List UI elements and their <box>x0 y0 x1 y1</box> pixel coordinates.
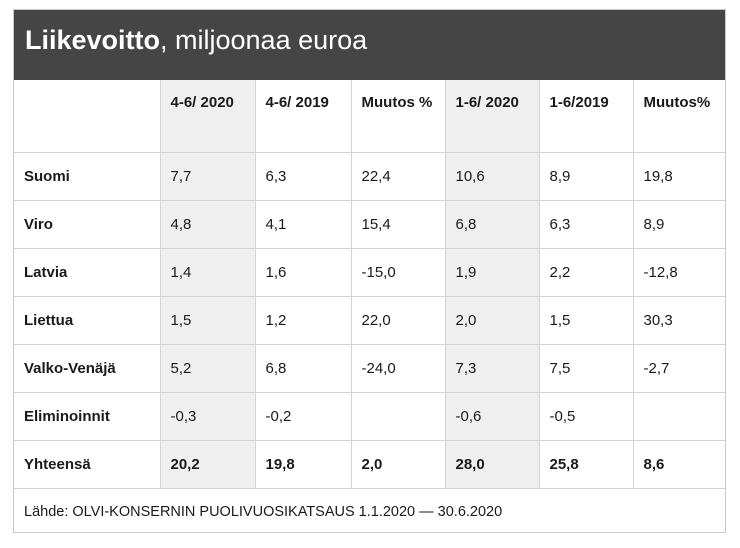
row-label: Latvia <box>14 247 161 297</box>
value-cell: 1,2 <box>254 295 352 345</box>
column-header: 1-6/ 2020 <box>444 80 540 153</box>
value-cell: 1,5 <box>538 295 634 345</box>
value-cell: 7,5 <box>538 343 634 393</box>
value-cell: 4,8 <box>159 199 256 249</box>
value-cell: -0,2 <box>254 391 352 441</box>
column-header: Muutos % <box>350 80 446 153</box>
value-cell: 1,5 <box>159 295 256 345</box>
row-label: Suomi <box>14 151 161 201</box>
value-cell: 19,8 <box>632 151 725 201</box>
column-header: 1-6/2019 <box>538 80 634 153</box>
source-row: Lähde: OLVI-KONSERNIN PUOLIVUOSIKATSAUS … <box>14 487 725 536</box>
value-cell: -12,8 <box>632 247 725 297</box>
table-row: Latvia 1,4 1,6 -15,0 1,9 2,2 -12,8 <box>14 247 725 297</box>
value-cell: 22,0 <box>350 295 446 345</box>
value-cell: -15,0 <box>350 247 446 297</box>
value-cell: 1,4 <box>159 247 256 297</box>
value-cell <box>632 391 725 441</box>
value-cell: 7,7 <box>159 151 256 201</box>
value-cell: 6,8 <box>444 199 540 249</box>
value-cell: 22,4 <box>350 151 446 201</box>
row-label: Yhteensä <box>14 439 161 489</box>
value-cell: 10,6 <box>444 151 540 201</box>
value-cell <box>350 391 446 441</box>
value-cell: 8,9 <box>632 199 725 249</box>
value-cell: 2,2 <box>538 247 634 297</box>
value-cell: 19,8 <box>254 439 352 489</box>
profit-table: 4-6/ 2020 4-6/ 2019 Muutos % 1-6/ 2020 1-6/2… <box>14 80 725 536</box>
value-cell: 8,9 <box>538 151 634 201</box>
table-row: Liettua 1,5 1,2 22,0 2,0 1,5 30,3 <box>14 295 725 345</box>
value-cell: -0,3 <box>159 391 256 441</box>
title-rest-part: , miljoonaa euroa <box>160 25 368 55</box>
value-cell: -0,5 <box>538 391 634 441</box>
value-cell: 1,6 <box>254 247 352 297</box>
value-cell: 5,2 <box>159 343 256 393</box>
header-corner-cell <box>14 80 161 153</box>
column-header: Muutos% <box>632 80 725 153</box>
profit-table-card: Liikevoitto, miljoonaa euroa 4-6/ 2020 4-… <box>13 9 726 536</box>
value-cell: 7,3 <box>444 343 540 393</box>
value-cell: -2,7 <box>632 343 725 393</box>
column-header: 4-6/ 2020 <box>159 80 256 153</box>
value-cell: 30,3 <box>632 295 725 345</box>
table-row: Viro 4,8 4,1 15,4 6,8 6,3 8,9 <box>14 199 725 249</box>
table-body: 4-6/ 2020 4-6/ 2019 Muutos % 1-6/ 2020 1-6/2… <box>14 80 725 536</box>
value-cell: 4,1 <box>254 199 352 249</box>
table-row: Suomi 7,7 6,3 22,4 10,6 8,9 19,8 <box>14 151 725 201</box>
value-cell: 20,2 <box>159 439 256 489</box>
table-row: Eliminoinnit -0,3 -0,2 -0,6 -0,5 <box>14 391 725 441</box>
table-row: Valko-Venäjä 5,2 6,8 -24,0 7,3 7,5 -2,7 <box>14 343 725 393</box>
header-row: 4-6/ 2020 4-6/ 2019 Muutos % 1-6/ 2020 1-6/2… <box>14 80 725 153</box>
value-cell: 6,8 <box>254 343 352 393</box>
value-cell: 15,4 <box>350 199 446 249</box>
row-label: Eliminoinnit <box>14 391 161 441</box>
value-cell: 25,8 <box>538 439 634 489</box>
value-cell: 8,6 <box>632 439 725 489</box>
source-note: Lähde: OLVI-KONSERNIN PUOLIVUOSIKATSAUS … <box>14 487 725 536</box>
value-cell: -0,6 <box>444 391 540 441</box>
title-bold-part: Liikevoitto <box>25 25 161 55</box>
row-label: Liettua <box>14 295 161 345</box>
row-label: Valko-Venäjä <box>14 343 161 393</box>
value-cell: 1,9 <box>444 247 540 297</box>
value-cell: -24,0 <box>350 343 446 393</box>
value-cell: 6,3 <box>538 199 634 249</box>
value-cell: 28,0 <box>444 439 540 489</box>
column-header: 4-6/ 2019 <box>254 80 352 153</box>
table-title: Liikevoitto, miljoonaa euroa <box>14 10 725 80</box>
row-label: Viro <box>14 199 161 249</box>
total-row: Yhteensä 20,2 19,8 2,0 28,0 25,8 8,6 <box>14 439 725 489</box>
value-cell: 2,0 <box>350 439 446 489</box>
value-cell: 6,3 <box>254 151 352 201</box>
value-cell: 2,0 <box>444 295 540 345</box>
